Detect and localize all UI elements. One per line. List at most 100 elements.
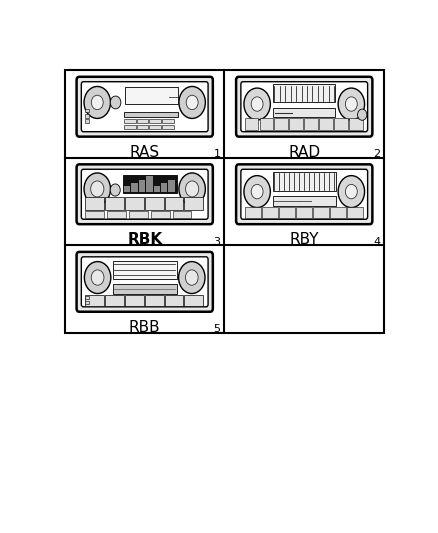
Bar	[165, 197, 184, 210]
Bar	[347, 207, 363, 217]
Bar	[273, 108, 336, 117]
Bar	[107, 212, 126, 218]
Circle shape	[91, 270, 104, 285]
Bar	[279, 207, 295, 217]
FancyBboxPatch shape	[241, 82, 367, 132]
FancyBboxPatch shape	[81, 82, 208, 132]
Text: 1: 1	[213, 149, 220, 159]
Bar	[123, 174, 177, 193]
Circle shape	[110, 184, 120, 196]
Bar	[273, 172, 336, 191]
Bar	[184, 197, 203, 210]
Bar	[85, 212, 104, 218]
Circle shape	[338, 88, 364, 120]
FancyBboxPatch shape	[236, 77, 372, 136]
Bar	[65, 70, 384, 333]
Bar	[85, 114, 89, 118]
Bar	[129, 212, 148, 218]
Bar	[275, 118, 288, 130]
Circle shape	[251, 97, 263, 111]
Bar	[273, 84, 336, 102]
Text: 5: 5	[213, 325, 220, 335]
Bar	[125, 87, 177, 104]
Bar	[349, 118, 363, 130]
Circle shape	[85, 262, 111, 294]
Bar	[145, 197, 163, 210]
Bar	[85, 109, 89, 112]
Circle shape	[251, 184, 263, 199]
Bar	[139, 180, 145, 192]
Bar	[105, 197, 124, 210]
Bar	[125, 197, 144, 210]
Text: RAD: RAD	[288, 145, 320, 160]
Bar	[105, 295, 124, 306]
Circle shape	[338, 175, 364, 207]
Bar	[184, 295, 203, 306]
Circle shape	[91, 181, 104, 197]
Circle shape	[346, 97, 357, 111]
Circle shape	[84, 173, 110, 205]
Circle shape	[357, 109, 367, 120]
Bar	[85, 296, 89, 300]
Circle shape	[91, 95, 103, 110]
Bar	[334, 118, 348, 130]
Circle shape	[179, 173, 205, 205]
Bar	[149, 119, 161, 124]
FancyBboxPatch shape	[81, 257, 208, 307]
FancyBboxPatch shape	[241, 169, 367, 219]
FancyBboxPatch shape	[77, 164, 213, 224]
Circle shape	[244, 88, 270, 120]
Bar	[162, 125, 174, 129]
Bar	[85, 119, 89, 123]
Bar	[165, 295, 184, 306]
Circle shape	[179, 86, 205, 118]
FancyBboxPatch shape	[77, 252, 213, 312]
Bar	[137, 125, 148, 129]
Bar	[151, 212, 170, 218]
Bar	[290, 118, 303, 130]
FancyBboxPatch shape	[77, 77, 213, 136]
Bar	[124, 119, 136, 124]
Circle shape	[186, 95, 198, 110]
Bar	[259, 118, 273, 130]
Bar	[330, 207, 346, 217]
Bar	[162, 119, 174, 124]
Bar	[113, 261, 177, 279]
Circle shape	[186, 181, 199, 197]
Bar	[146, 176, 152, 192]
Bar	[124, 112, 177, 117]
Bar	[173, 212, 191, 218]
Bar	[169, 180, 175, 192]
Bar	[124, 125, 136, 129]
Circle shape	[185, 270, 198, 285]
Bar	[125, 295, 144, 306]
Bar	[313, 207, 329, 217]
Bar	[296, 207, 312, 217]
Bar	[304, 118, 318, 130]
Circle shape	[84, 86, 110, 118]
Bar	[85, 295, 104, 306]
Bar	[161, 183, 167, 192]
Bar	[244, 207, 261, 217]
FancyBboxPatch shape	[236, 164, 372, 224]
Text: 4: 4	[373, 237, 380, 247]
Text: 3: 3	[213, 237, 220, 247]
Bar	[145, 295, 163, 306]
Bar	[113, 285, 177, 294]
Text: RBK: RBK	[127, 232, 162, 247]
Bar	[154, 187, 160, 192]
Circle shape	[244, 175, 270, 207]
Bar	[85, 301, 89, 304]
Bar	[261, 207, 278, 217]
Bar	[319, 118, 333, 130]
Text: RAS: RAS	[130, 145, 160, 160]
Circle shape	[346, 184, 357, 199]
FancyBboxPatch shape	[81, 169, 208, 219]
Bar	[149, 125, 161, 129]
Bar	[273, 196, 336, 206]
Text: RBB: RBB	[129, 320, 160, 335]
Bar	[124, 187, 131, 192]
Circle shape	[110, 96, 121, 109]
Bar	[137, 119, 148, 124]
Bar	[244, 118, 258, 130]
